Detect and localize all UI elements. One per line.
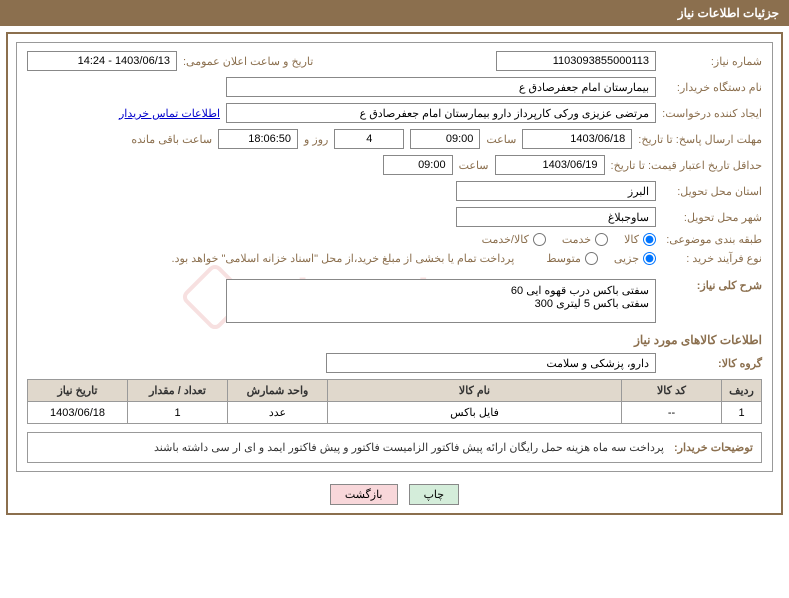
th-qty: تعداد / مقدار [128,380,228,402]
table-row: 1 -- فایل باکس عدد 1 1403/06/18 [28,402,762,424]
form-box: شماره نیاز: 1103093855000113 تاریخ و ساع… [16,42,773,472]
deadline-time-value: 09:00 [410,129,480,149]
buyer-org-label: نام دستگاه خریدار: [662,81,762,94]
buyer-notes-content: پرداخت سه ماه هزینه حمل رایگان ارائه پیش… [36,441,664,454]
goods-info-title: اطلاعات کالاهای مورد نیاز [27,333,762,347]
category-goods-service-option[interactable]: کالا/خدمت [482,233,546,246]
deadline-time-label: ساعت [486,133,516,146]
pt-medium-option[interactable]: متوسط [546,252,598,265]
purchase-type-label: نوع فرآیند خرید : [662,252,762,265]
validity-time-value: 09:00 [383,155,453,175]
countdown-value: 18:06:50 [218,129,298,149]
validity-time-label: ساعت [459,159,489,172]
payment-note: پرداخت تمام یا بخشی از مبلغ خرید،از محل … [172,252,515,265]
deadline-date-value: 1403/06/18 [522,129,632,149]
td-date: 1403/06/18 [28,402,128,424]
td-row: 1 [722,402,762,424]
pt-medium-radio[interactable] [585,252,598,265]
buyer-org-value: بیمارستان امام جعفرصادق ع [226,77,656,97]
th-date: تاریخ نیاز [28,380,128,402]
announce-datetime-value: 1403/06/13 - 14:24 [27,51,177,71]
pt-small-radio[interactable] [643,252,656,265]
category-goods-service-radio[interactable] [533,233,546,246]
validity-date-value: 1403/06/19 [495,155,605,175]
days-count-value: 4 [334,129,404,149]
category-label: طبقه بندی موضوعی: [662,233,762,246]
province-value: البرز [456,181,656,201]
buyer-notes-box: توضیحات خریدار: پرداخت سه ماه هزینه حمل … [27,432,762,463]
th-code: کد کالا [622,380,722,402]
th-name: نام کالا [328,380,622,402]
goods-group-value: دارو، پزشکی و سلامت [326,353,656,373]
validity-label: حداقل تاریخ اعتبار قیمت: تا تاریخ: [611,159,762,172]
th-unit: واحد شمارش [228,380,328,402]
button-row: چاپ بازگشت [16,484,773,505]
goods-group-label: گروه کالا: [662,357,762,370]
requester-value: مرتضی عزیزی ورکی کارپرداز دارو بیمارستان… [226,103,656,123]
announce-datetime-label: تاریخ و ساعت اعلان عمومی: [183,55,313,68]
main-container: شماره نیاز: 1103093855000113 تاریخ و ساع… [6,32,783,515]
category-goods-radio[interactable] [643,233,656,246]
requester-label: ایجاد کننده درخواست: [662,107,762,120]
need-number-value: 1103093855000113 [496,51,656,71]
category-goods-option[interactable]: کالا [624,233,656,246]
purchase-type-radio-group: جزیی متوسط [546,252,656,265]
pt-small-option[interactable]: جزیی [614,252,656,265]
category-radio-group: کالا خدمت کالا/خدمت [482,233,656,246]
goods-table: ردیف کد کالا نام کالا واحد شمارش تعداد /… [27,379,762,424]
td-name: فایل باکس [328,402,622,424]
desc-label: شرح کلی نیاز: [662,279,762,292]
print-button[interactable]: چاپ [409,484,460,505]
days-and-label: روز و [304,133,328,146]
category-service-radio[interactable] [595,233,608,246]
td-code: -- [622,402,722,424]
deadline-label: مهلت ارسال پاسخ: تا تاریخ: [638,133,762,146]
buyer-notes-label: توضیحات خریدار: [674,441,753,454]
td-qty: 1 [128,402,228,424]
desc-textarea: سفتی باکس درب قهوه ایی 60 سفتی باکس 5 لی… [226,279,656,323]
page-header: جزئیات اطلاعات نیاز [0,0,789,26]
city-label: شهر محل تحویل: [662,211,762,224]
back-button[interactable]: بازگشت [330,484,398,505]
th-row: ردیف [722,380,762,402]
td-unit: عدد [228,402,328,424]
time-remaining-label: ساعت باقی مانده [131,133,212,146]
need-number-label: شماره نیاز: [662,55,762,68]
city-value: ساوجبلاغ [456,207,656,227]
page-title: جزئیات اطلاعات نیاز [678,6,779,20]
province-label: استان محل تحویل: [662,185,762,198]
buyer-contact-link[interactable]: اطلاعات تماس خریدار [119,107,220,120]
category-service-option[interactable]: خدمت [562,233,608,246]
